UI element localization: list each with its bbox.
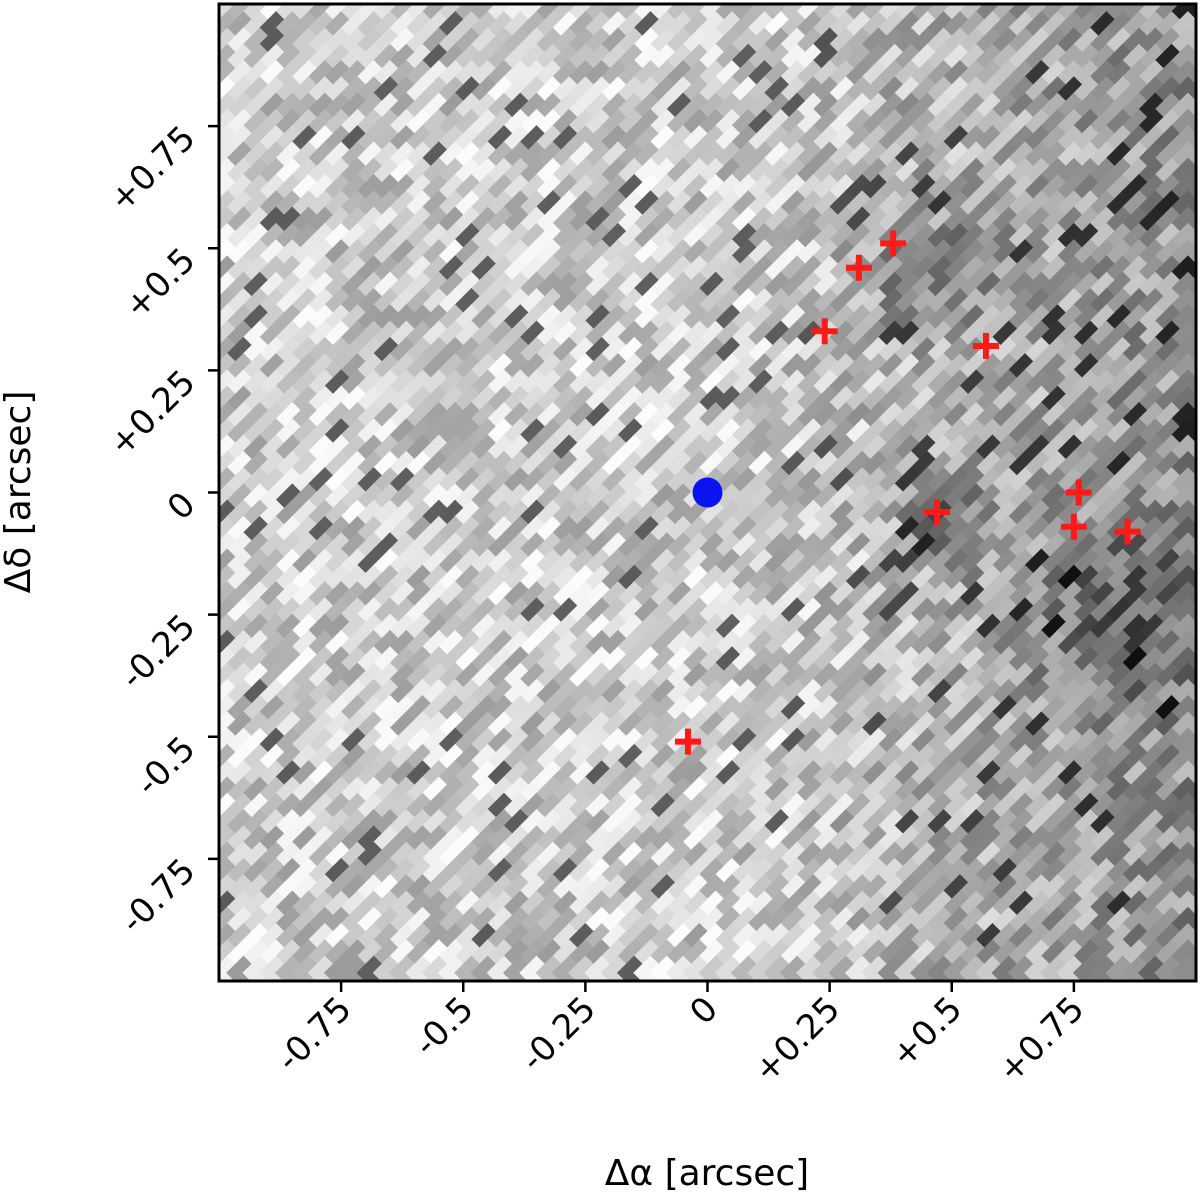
x-axis-label: Δα [arcsec] xyxy=(605,1153,809,1194)
reference-point-marker xyxy=(692,477,723,508)
y-tick-label: -0.25 xyxy=(113,607,203,697)
y-tick-label: -0.75 xyxy=(113,851,203,941)
x-tick-label: -0.75 xyxy=(269,989,359,1079)
x-tick-label: 0 xyxy=(682,989,726,1033)
y-tick-label: -0.5 xyxy=(128,729,203,804)
x-tick-label: +0.75 xyxy=(990,989,1092,1091)
x-tick-label: +0.25 xyxy=(746,989,848,1091)
x-axis-ticks: -0.75 -0.5 -0.25 0 +0.25 +0.5 +0.75 xyxy=(269,981,1092,1091)
x-tick-label: +0.5 xyxy=(883,989,970,1076)
grayscale-image xyxy=(219,4,1196,981)
y-axis-ticks: -0.75 -0.5 -0.25 0 +0.25 +0.5 +0.75 xyxy=(101,118,219,941)
x-tick-label: -0.25 xyxy=(513,989,603,1079)
y-axis-label: Δδ [arcsec] xyxy=(0,391,39,594)
y-tick-label: +0.5 xyxy=(117,240,204,327)
y-tick-label: +0.25 xyxy=(101,362,203,464)
y-tick-label: +0.75 xyxy=(101,118,203,220)
x-tick-label: -0.5 xyxy=(406,989,481,1064)
y-tick-label: 0 xyxy=(160,485,204,529)
